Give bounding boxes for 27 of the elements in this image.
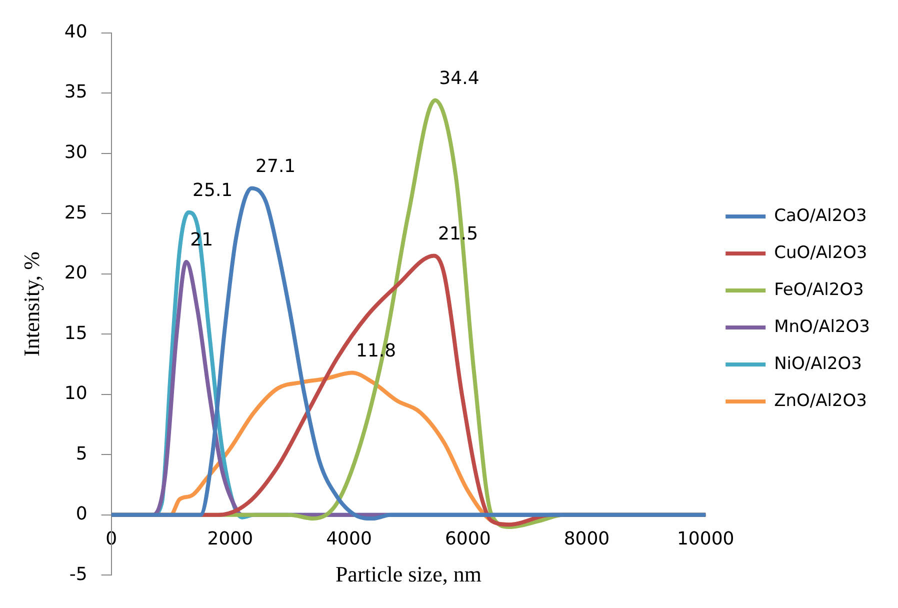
x-tick-label: 2000 xyxy=(207,528,254,550)
y-tick-label: 15 xyxy=(64,322,88,344)
y-tick-label: 10 xyxy=(64,383,88,404)
legend-label: CaO/Al2O3 xyxy=(774,206,867,226)
x-tick-label: 10000 xyxy=(676,528,734,550)
annotation: 27.1 xyxy=(256,156,296,177)
y-tick-label: 25 xyxy=(64,202,88,224)
x-tick-label: 0 xyxy=(106,528,118,550)
y-tick-label: 40 xyxy=(64,21,88,42)
y-tick-label: 5 xyxy=(76,443,88,464)
x-tick-label: 6000 xyxy=(444,528,491,550)
legend-label: FeO/Al2O3 xyxy=(774,280,864,300)
legend-label: NiO/Al2O3 xyxy=(774,354,862,374)
y-tick-label: 30 xyxy=(64,142,88,164)
y-tick-label: 0 xyxy=(76,504,88,525)
y-tick-label: 35 xyxy=(64,82,88,103)
y-axis-title: Intensity, % xyxy=(18,252,44,356)
legend-label: MnO/Al2O3 xyxy=(774,316,870,337)
y-tick-label: 20 xyxy=(64,262,88,284)
legend-label: CuO/Al2O3 xyxy=(774,242,868,263)
annotation: 25.1 xyxy=(192,180,233,202)
x-tick-label: 4000 xyxy=(326,528,372,550)
x-axis-title: Particle size, nm xyxy=(335,562,482,587)
y-tick-label: -5 xyxy=(69,564,88,585)
legend-label: ZnO/Al2O3 xyxy=(774,390,867,411)
x-tick-label: 8000 xyxy=(564,528,610,550)
annotation: 34.4 xyxy=(439,68,480,89)
